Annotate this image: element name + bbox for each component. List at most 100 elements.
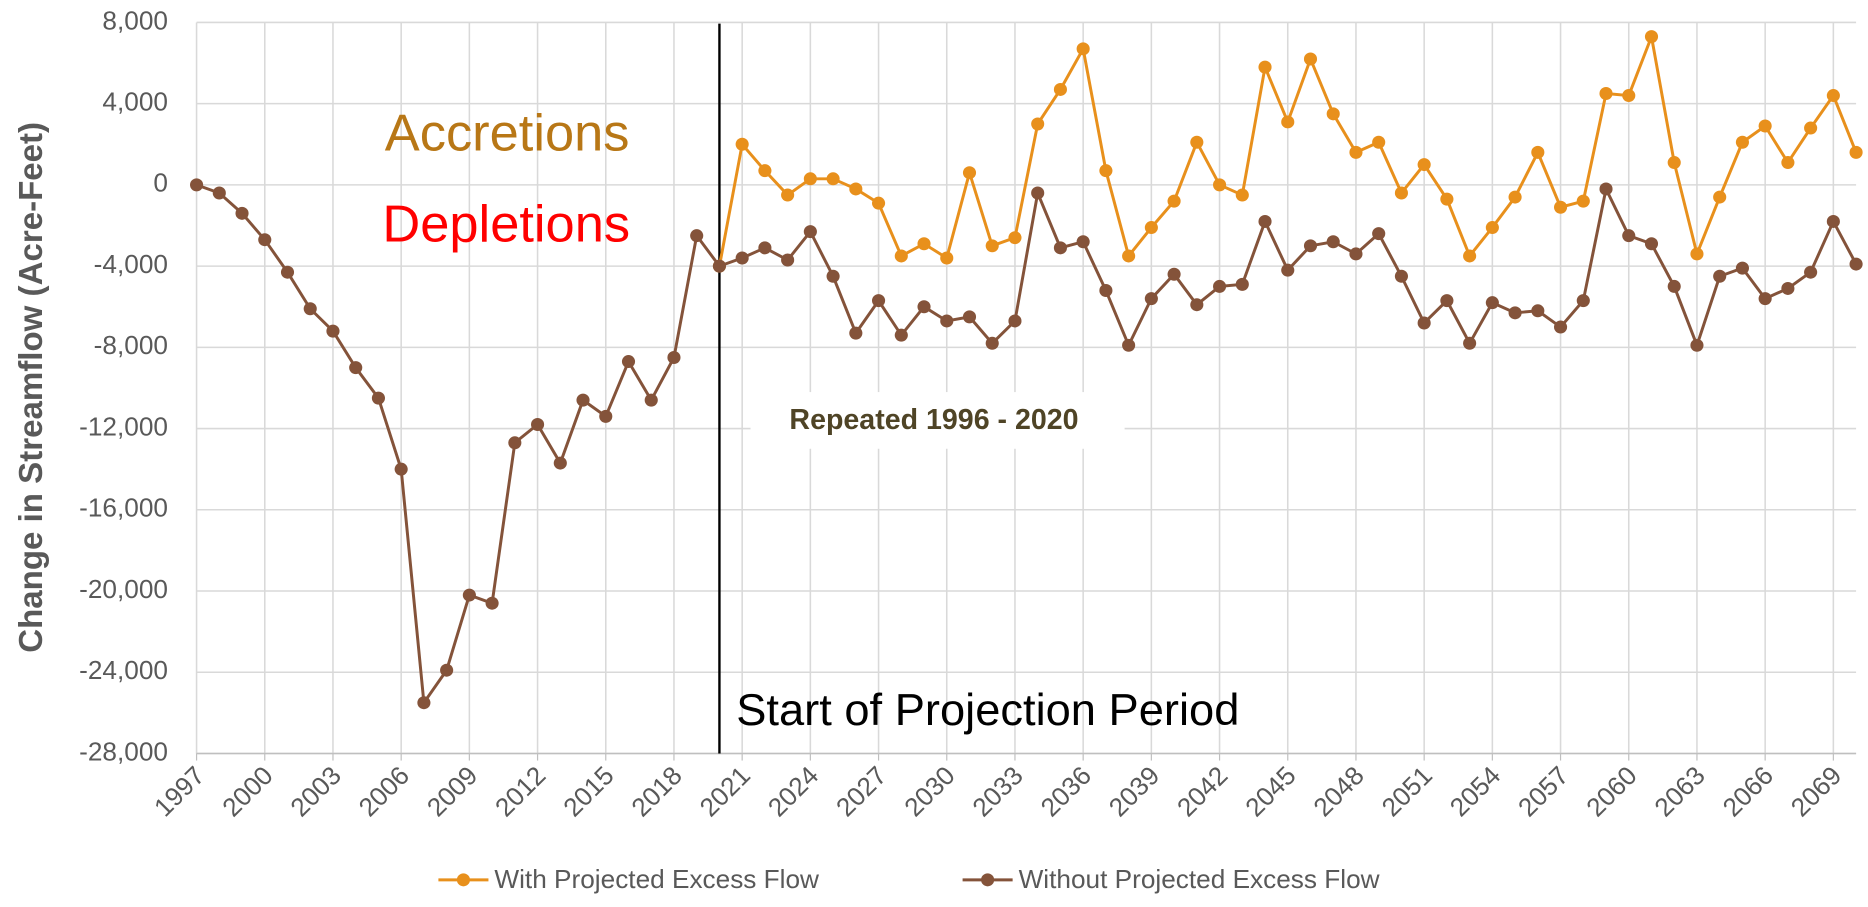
data-point: [1485, 296, 1499, 310]
data-point: [1167, 267, 1181, 281]
data-point: [417, 696, 431, 710]
data-point: [1758, 119, 1772, 133]
x-tick-label: 2027: [830, 760, 893, 822]
data-point: [326, 324, 340, 338]
data-point: [1235, 277, 1249, 291]
data-point: [872, 196, 886, 210]
data-point: [849, 182, 863, 196]
data-point: [1508, 190, 1522, 204]
data-point: [1622, 89, 1636, 103]
data-point: [1417, 316, 1431, 330]
data-point: [962, 166, 977, 180]
y-axis-label: Change in Streamflow (Acre-Feet): [13, 122, 50, 653]
data-point: [1599, 87, 1613, 101]
legend-marker: [456, 873, 470, 887]
data-point: [1258, 214, 1272, 228]
data-point: [1394, 269, 1408, 283]
x-tick-label: 2003: [284, 760, 347, 822]
data-point: [712, 259, 726, 273]
data-point: [1394, 186, 1408, 200]
data-point: [781, 188, 795, 202]
data-point: [1190, 298, 1204, 312]
data-point: [1690, 338, 1704, 352]
data-point: [1667, 279, 1681, 293]
data-point: [826, 269, 840, 283]
data-point: [985, 239, 999, 253]
data-point: [1735, 261, 1749, 275]
data-point: [440, 663, 454, 677]
data-point: [190, 178, 204, 192]
data-point: [1281, 115, 1295, 129]
y-tick-label: 8,000: [102, 5, 168, 35]
y-tick-label: 0: [153, 168, 168, 198]
x-tick-label: 2021: [694, 760, 757, 822]
data-point: [1144, 292, 1158, 306]
data-point: [872, 294, 886, 308]
data-point: [531, 418, 545, 432]
data-point: [690, 229, 704, 243]
data-point: [1758, 292, 1772, 306]
data-point: [1735, 135, 1749, 149]
data-point: [1258, 60, 1272, 74]
data-point: [1667, 156, 1681, 170]
data-point: [1326, 107, 1340, 121]
data-point: [849, 326, 863, 340]
x-tick-label: 2045: [1239, 760, 1302, 822]
data-point: [1281, 263, 1295, 277]
data-point: [1463, 249, 1477, 263]
data-point: [667, 350, 681, 364]
x-tick-label: 2054: [1444, 760, 1507, 822]
data-point: [1349, 247, 1363, 261]
legend-label: Without Projected Excess Flow: [1019, 864, 1380, 894]
data-point: [1713, 269, 1727, 283]
data-point: [599, 409, 613, 423]
data-point: [1235, 188, 1249, 202]
data-point: [1440, 294, 1454, 308]
data-point: [303, 302, 317, 316]
y-tick-label: -12,000: [79, 412, 168, 442]
data-point: [803, 225, 817, 239]
data-point: [826, 172, 840, 186]
data-point: [1372, 227, 1386, 241]
data-point: [894, 249, 908, 263]
data-point: [758, 241, 772, 255]
annotation: Accretions: [385, 105, 630, 163]
data-point: [280, 265, 295, 279]
data-point: [1213, 178, 1227, 192]
x-tick-label: 2057: [1512, 760, 1575, 822]
data-point: [1599, 182, 1613, 196]
data-point: [735, 137, 749, 151]
data-point: [1053, 82, 1067, 96]
data-point: [1008, 314, 1022, 328]
data-point: [1713, 190, 1727, 204]
data-point: [235, 206, 249, 220]
annotation: Depletions: [382, 196, 630, 254]
data-point: [371, 391, 385, 405]
x-tick-label: 2006: [353, 760, 416, 822]
data-point: [349, 361, 363, 375]
data-point: [1554, 320, 1568, 334]
data-point: [1303, 239, 1318, 253]
data-point: [940, 251, 954, 265]
x-tick-label: 2066: [1717, 760, 1780, 822]
x-tick-label: 2015: [557, 760, 620, 822]
data-point: [258, 233, 272, 247]
data-point: [462, 588, 476, 602]
x-tick-label: 2042: [1171, 760, 1234, 822]
data-point: [1804, 265, 1818, 279]
data-point: [212, 186, 226, 200]
y-tick-label: -8,000: [94, 330, 168, 360]
y-tick-label: -16,000: [79, 493, 168, 523]
x-tick-label: 2030: [898, 760, 961, 822]
y-tick-label: -28,000: [79, 736, 168, 766]
data-point: [1531, 304, 1545, 318]
data-point: [1849, 145, 1863, 159]
x-tick-label: 2048: [1307, 760, 1370, 822]
data-point: [1644, 237, 1659, 251]
x-tick-label: 2033: [966, 760, 1029, 822]
data-point: [485, 596, 499, 610]
data-point: [1576, 194, 1590, 208]
data-point: [1349, 145, 1363, 159]
legend-marker: [981, 873, 995, 887]
data-point: [621, 355, 636, 369]
